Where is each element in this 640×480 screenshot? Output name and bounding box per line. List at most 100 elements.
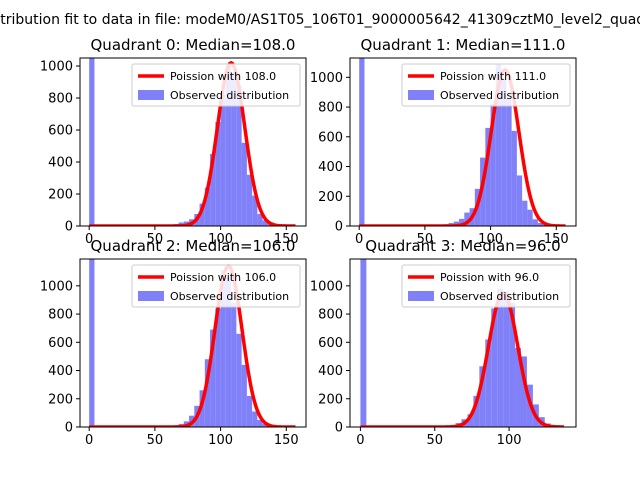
quadrant-1-ytick-label: 200	[318, 190, 343, 205]
quadrant-2-axes-frame	[79, 258, 307, 428]
quadrant-1-ytick-label: 400	[318, 160, 343, 175]
quadrant-2-hist-bar	[262, 423, 268, 427]
quadrant-1-legend-hist-swatch	[408, 90, 434, 100]
quadrant-0-xtick-label: 0	[85, 232, 93, 247]
quadrant-3-xtick-label: 50	[426, 433, 443, 448]
quadrant-3-hist-bar	[467, 414, 474, 427]
quadrant-1-ytick-label: 800	[318, 101, 343, 116]
quadrant-3-ytick-label: 1000	[310, 279, 343, 294]
quadrant-1-hist-bar	[522, 200, 528, 226]
quadrant-0-hist-bar	[220, 94, 226, 226]
quadrant-3-xtick-label: 0	[356, 433, 364, 448]
quadrant-3-hist-bar	[473, 395, 480, 427]
quadrant-2-title: Quadrant 2: Median=106.0	[91, 237, 296, 255]
figure-suptitle: Poisson distribution fit to data in file…	[0, 12, 640, 28]
quadrant-2-hist-bar	[241, 364, 247, 427]
quadrant-1-ytick-label: 1000	[310, 71, 343, 86]
quadrant-0-hist-bar	[210, 154, 216, 226]
quadrant-3-hist-bar	[491, 308, 498, 427]
quadrant-2-hist-bar	[215, 308, 221, 427]
quadrant-2-hist-bar	[89, 259, 95, 427]
quadrant-2-fit-line	[88, 264, 296, 427]
quadrant-2-legend-fit-label: Poission with 106.0	[170, 271, 276, 284]
quadrant-1-fit-line	[358, 68, 566, 226]
quadrant-3-hist-bar	[497, 288, 504, 427]
quadrant-0-ytick-label: 1000	[40, 60, 73, 75]
quadrant-1-xtick-label: 150	[544, 232, 569, 247]
quadrant-0-ytick-label: 200	[48, 188, 73, 203]
quadrant-0-title: Quadrant 0: Median=108.0	[91, 36, 296, 54]
quadrant-0-hist-bar	[89, 58, 95, 226]
quadrant-1-hist-bar	[511, 130, 517, 226]
quadrant-1-legend: Poission with 111.0 Observed distribution	[401, 63, 571, 107]
quadrant-0-ytick-label: 600	[48, 124, 73, 139]
quadrant-3-bars	[360, 259, 563, 427]
quadrant-2-ytick-label: 400	[48, 364, 73, 379]
quadrant-2-ytick-label: 600	[48, 336, 73, 351]
quadrant-0-hist-bar	[199, 203, 205, 226]
quadrant-3-hist-bar	[515, 347, 521, 427]
quadrant-3-legend: Poission with 96.0 Observed distribution	[401, 264, 571, 308]
quadrant-1-hist-bar	[501, 77, 507, 226]
quadrant-1-panel: 0 50 100 150 0 200 400 600 800 1000 Quadrant 1: Me…	[310, 36, 577, 247]
quadrant-0-ytick-label: 0	[65, 220, 73, 235]
quadrant-0-hist-bar	[262, 220, 268, 226]
quadrant-0-xtick-label: 100	[208, 232, 233, 247]
quadrant-1-legend-fit-label: Poission with 111.0	[440, 70, 546, 83]
quadrant-0-fit-line	[88, 61, 296, 226]
quadrant-1-ytick-label: 0	[335, 220, 343, 235]
quadrant-2-bars	[89, 259, 284, 427]
quadrant-1-hist-bar	[506, 98, 512, 226]
quadrant-0-ytick-label: 800	[48, 92, 73, 107]
quadrant-0-legend-box	[131, 63, 301, 107]
quadrant-2-hist-bar	[236, 333, 242, 427]
quadrant-2-ytick-label: 800	[48, 308, 73, 323]
quadrant-1-ytick-label: 600	[318, 130, 343, 145]
quadrant-3-title: Quadrant 3: Median=96.0	[365, 237, 560, 255]
quadrant-0-hist-bar	[225, 66, 232, 226]
quadrant-1-hist-bar	[532, 219, 538, 226]
quadrant-0-bars	[89, 58, 284, 226]
quadrant-3-ytick-label: 600	[318, 336, 343, 351]
quadrant-2-xtick-label: 50	[147, 433, 164, 448]
quadrant-1-hist-bar	[359, 58, 365, 226]
quadrant-2-hist-bar	[246, 395, 253, 427]
quadrant-3-hist-bar	[503, 291, 510, 427]
quadrant-1-legend-hist-label: Observed distribution	[440, 89, 559, 102]
quadrant-3-hist-bar	[479, 366, 486, 427]
quadrant-2-hist-bar	[252, 411, 258, 427]
quadrant-2-hist-bar	[231, 302, 237, 427]
quadrant-3-xtick-label: 100	[497, 433, 522, 448]
quadrant-0-hist-bar	[257, 214, 263, 226]
quadrant-0-legend-fit-label: Poission with 108.0	[170, 70, 276, 83]
quadrant-2-hist-bar	[204, 359, 211, 427]
quadrant-3-ytick-label: 0	[335, 421, 343, 436]
quadrant-0-legend-hist-swatch	[138, 90, 164, 100]
quadrant-2-hist-bar	[225, 277, 232, 427]
quadrant-2-hist-bar	[210, 329, 216, 427]
quadrant-2-ytick-label: 1000	[40, 279, 73, 294]
quadrant-3-hist-bar	[509, 302, 516, 427]
quadrant-1-hist-bar	[516, 175, 523, 226]
quadrant-1-xtick-label: 100	[478, 232, 503, 247]
quadrant-0-hist-bar	[241, 142, 247, 226]
quadrant-1-hist-bar	[495, 63, 502, 226]
quadrant-1-hist-bar	[490, 104, 496, 226]
quadrant-3-axes-frame	[349, 258, 577, 428]
quadrant-1-hist-bar	[485, 127, 491, 226]
quadrant-1-hist-bar	[453, 221, 460, 226]
quadrant-0-hist-bar	[215, 122, 221, 226]
quadrant-3-ytick-label: 400	[318, 364, 343, 379]
quadrant-3-hist-bar	[520, 356, 527, 427]
quadrant-0-hist-bar	[236, 85, 242, 226]
quadrant-1-hist-bar	[527, 209, 533, 226]
quadrant-0-xtick-label: 50	[147, 232, 164, 247]
quadrant-2-legend-hist-swatch	[138, 291, 164, 301]
quadrant-2-panel: 0 50 100 150 0 200 400 600 800 1000 Quadrant 2: Me…	[40, 237, 307, 448]
quadrant-2-ytick-label: 200	[48, 392, 73, 407]
quadrant-1-legend-box	[401, 63, 571, 107]
quadrant-3-legend-fit-label: Poission with 96.0	[440, 271, 539, 284]
quadrant-1-hist-bar	[464, 212, 470, 226]
quadrant-0-panel: 0 50 100 150 0 200 400 600 800 1000 Quadrant 0: Me…	[40, 36, 307, 247]
quadrant-3-hist-bar	[360, 259, 367, 427]
